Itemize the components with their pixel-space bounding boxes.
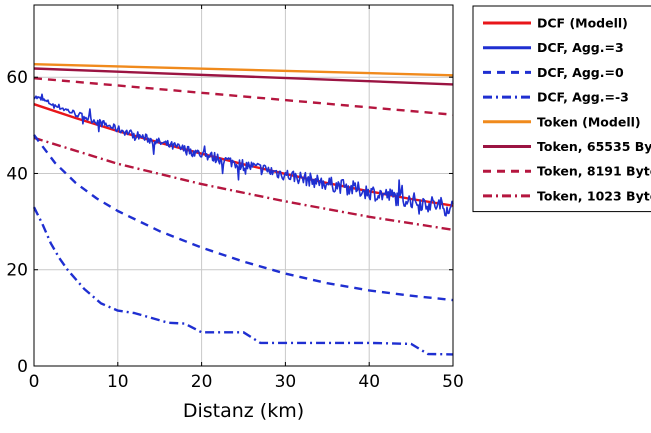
legend-label: Token, 8191 Bytes (537, 164, 651, 179)
series-line-token-8191-bytes (33, 77, 454, 116)
legend-label: DCF, Agg.=3 (537, 40, 624, 55)
x-tick-label: 0 (29, 372, 40, 392)
series-line-dcf-agg-3 (32, 206, 454, 356)
legend-label: Token (Modell) (537, 114, 641, 129)
series-line-token-1023-bytes (33, 136, 454, 231)
y-tick-label: 60 (6, 68, 28, 88)
legend-label: DCF, Agg.=-3 (537, 90, 629, 105)
legend-label: Token, 1023 Bytes (537, 188, 651, 203)
legend: DCF (Modell) DCF, Agg.=3 DCF, Agg.=0 DCF, A… (472, 5, 651, 213)
y-tick-label: 20 (6, 261, 28, 281)
y-tick-label: 40 (6, 164, 28, 184)
grid (33, 5, 454, 367)
x-tick-label: 10 (107, 372, 129, 392)
legend-label: DCF (Modell) (537, 16, 628, 31)
series-line-token-65535-bytes (33, 67, 454, 86)
series-line-dcf-agg-0 (33, 134, 454, 302)
legend-box (472, 5, 651, 213)
series-line-dcf-agg-3 (33, 93, 454, 217)
legend-label: DCF, Agg.=0 (537, 65, 624, 80)
series-group (32, 63, 454, 356)
x-tick-label: 30 (275, 372, 297, 392)
y-tick-label: 0 (17, 357, 28, 377)
series-line-token-modell (33, 63, 454, 77)
axis-ticks: 0 10 20 30 40 50 0 20 40 60 (6, 5, 464, 392)
x-tick-label: 20 (191, 372, 213, 392)
plot-frame (33, 4, 454, 367)
x-tick-label: 40 (358, 372, 380, 392)
x-tick-label: 50 (442, 372, 464, 392)
x-axis-label: Distanz (km) (183, 400, 304, 422)
legend-label: Token, 65535 Bytes (537, 139, 651, 154)
